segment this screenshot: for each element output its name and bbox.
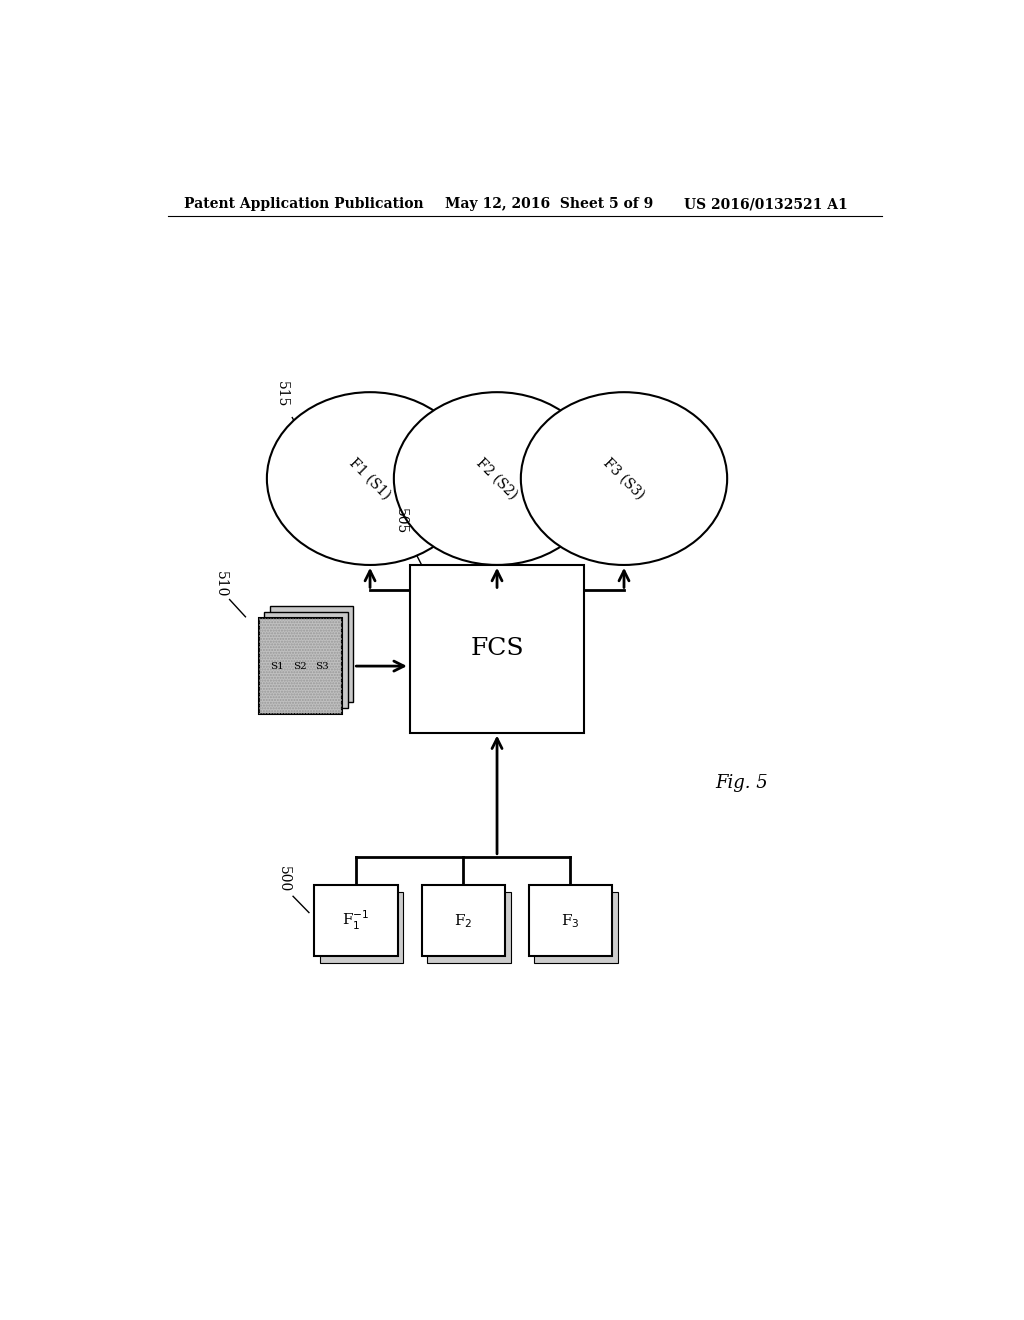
- Text: F1 (S1): F1 (S1): [347, 455, 393, 502]
- Text: F$_3$: F$_3$: [561, 912, 580, 929]
- FancyBboxPatch shape: [410, 565, 585, 733]
- Text: S2: S2: [293, 661, 306, 671]
- Text: S1: S1: [270, 661, 284, 671]
- FancyBboxPatch shape: [535, 892, 617, 964]
- FancyBboxPatch shape: [314, 886, 397, 956]
- Text: Fig. 5: Fig. 5: [715, 775, 768, 792]
- Text: 515: 515: [274, 381, 289, 408]
- FancyBboxPatch shape: [264, 611, 348, 709]
- Text: US 2016/0132521 A1: US 2016/0132521 A1: [684, 197, 847, 211]
- FancyBboxPatch shape: [270, 606, 353, 702]
- FancyBboxPatch shape: [427, 892, 511, 964]
- Ellipse shape: [394, 392, 600, 565]
- Text: F2 (S2): F2 (S2): [474, 455, 520, 502]
- Text: May 12, 2016  Sheet 5 of 9: May 12, 2016 Sheet 5 of 9: [445, 197, 653, 211]
- FancyBboxPatch shape: [259, 618, 342, 714]
- FancyBboxPatch shape: [422, 886, 505, 956]
- Ellipse shape: [267, 392, 473, 565]
- Text: F$_2$: F$_2$: [454, 912, 472, 929]
- Text: FCS: FCS: [470, 638, 524, 660]
- Text: F$_1^{-1}$: F$_1^{-1}$: [342, 909, 370, 932]
- Text: 510: 510: [214, 572, 227, 598]
- FancyBboxPatch shape: [321, 892, 403, 964]
- Text: S3: S3: [315, 661, 329, 671]
- Text: 505: 505: [394, 508, 408, 535]
- FancyBboxPatch shape: [528, 886, 612, 956]
- Text: 500: 500: [278, 866, 291, 892]
- Text: F3 (S3): F3 (S3): [601, 455, 647, 502]
- Text: Patent Application Publication: Patent Application Publication: [183, 197, 423, 211]
- Ellipse shape: [521, 392, 727, 565]
